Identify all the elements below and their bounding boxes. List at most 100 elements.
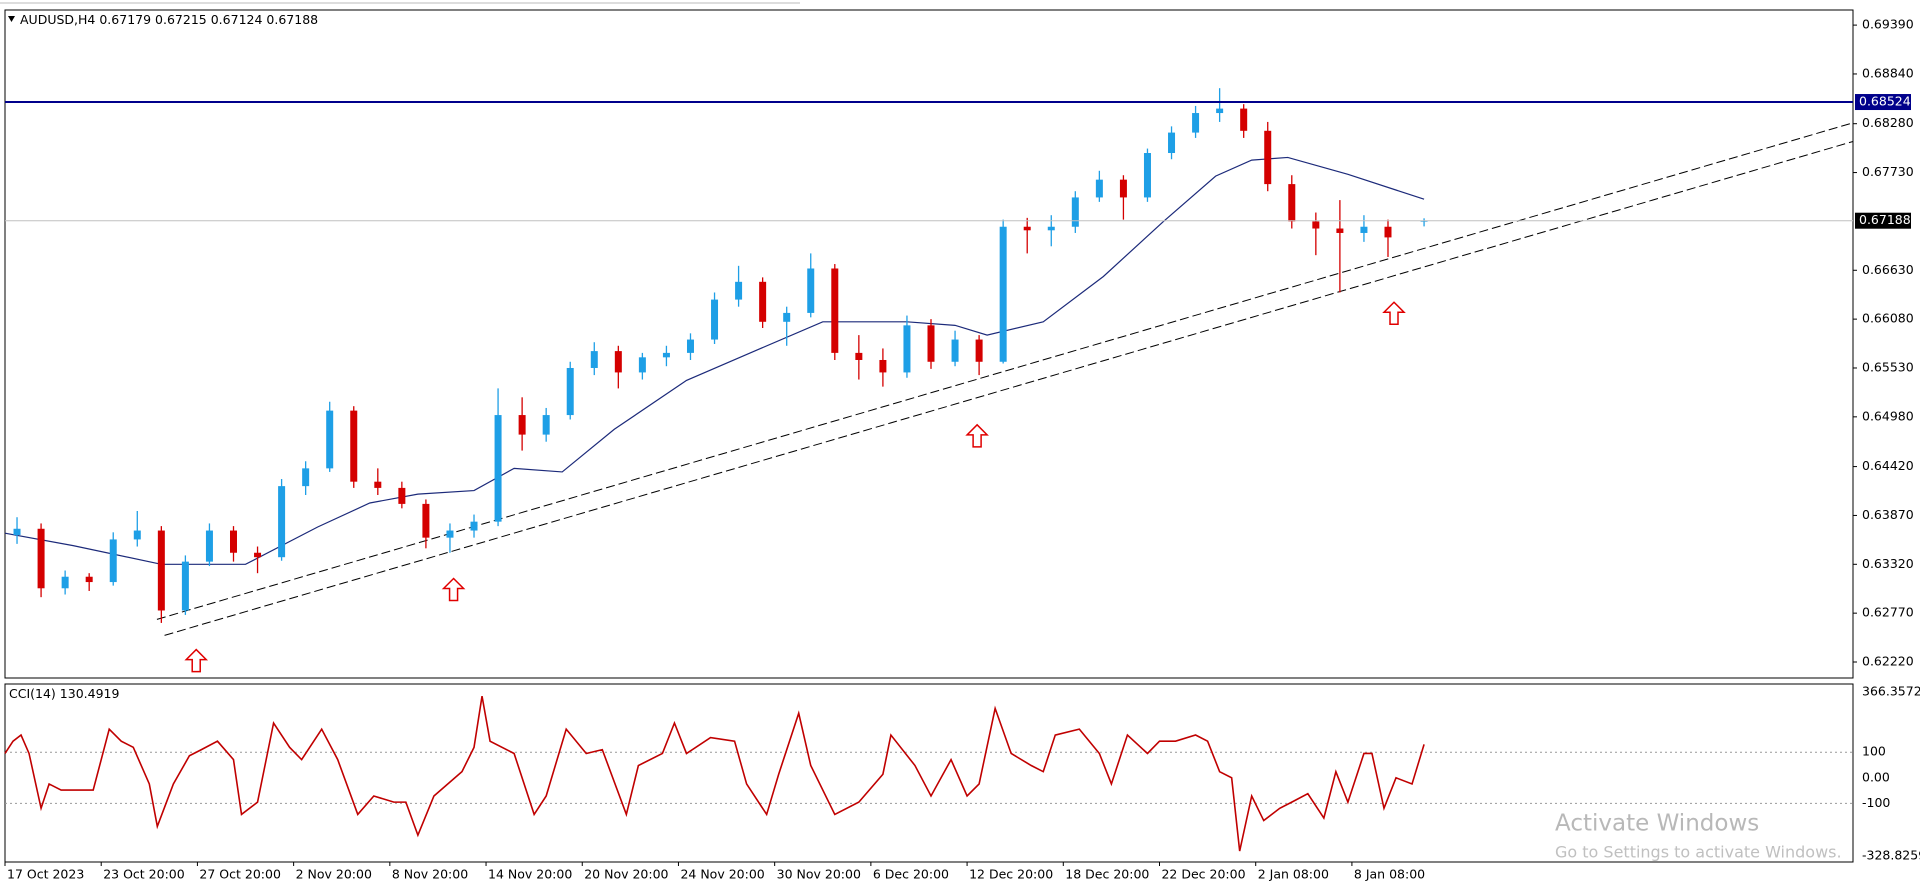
- candle-body: [542, 415, 550, 435]
- candle-body: [1312, 221, 1320, 229]
- close: 0.67188: [266, 12, 318, 27]
- candle-body: [1071, 197, 1079, 227]
- candle-body: [350, 410, 358, 482]
- indicator-line: [4, 695, 1425, 852]
- x-tick-label: 24 Nov 20:00: [680, 867, 764, 882]
- candle-body: [783, 312, 791, 322]
- candle-body: [181, 561, 189, 611]
- y-tick-label: 0.62220: [1862, 654, 1914, 669]
- candle-body: [446, 530, 454, 538]
- low: 0.67124: [211, 12, 263, 27]
- candle-body: [951, 339, 959, 362]
- candle-body: [374, 481, 382, 488]
- candle-body: [1095, 179, 1103, 198]
- y-tick-label: -328.8259: [1862, 848, 1920, 863]
- candle-body: [13, 528, 21, 535]
- candle-body: [1264, 130, 1272, 185]
- candle-body: [1143, 153, 1151, 198]
- x-tick-label: 18 Dec 20:00: [1065, 867, 1149, 882]
- candle-body: [1023, 226, 1031, 231]
- candle-body: [903, 325, 911, 373]
- candle-body: [975, 339, 983, 362]
- indicator-header: CCI(14) 130.4919: [9, 686, 119, 701]
- y-tick-label: 0.69390: [1862, 17, 1914, 32]
- x-tick-label: 14 Nov 20:00: [488, 867, 572, 882]
- support-arrow: [965, 423, 989, 448]
- price-level-box: [1855, 94, 1911, 111]
- candle-body: [205, 530, 213, 562]
- candle-body: [229, 530, 237, 553]
- x-tick-label: 8 Jan 08:00: [1354, 867, 1425, 882]
- candle-body: [999, 226, 1007, 362]
- candle-body: [759, 281, 767, 322]
- candle-body: [1336, 228, 1344, 233]
- current-price-box: [1855, 212, 1911, 229]
- y-tick-label: 0.63320: [1862, 556, 1914, 571]
- indicator-name: CCI(14): [9, 686, 56, 701]
- chart-header: AUDUSD,H4 0.67179 0.67215 0.67124 0.6718…: [20, 12, 318, 27]
- candle-body: [157, 530, 165, 611]
- y-tick-label: 0.65530: [1862, 359, 1914, 374]
- x-tick-label: 8 Nov 20:00: [392, 867, 468, 882]
- candle-body: [518, 415, 526, 435]
- y-tick-label: 100: [1862, 744, 1886, 759]
- price-level-label: 0.68524: [1859, 94, 1911, 109]
- support-arrow: [184, 648, 209, 673]
- candle-body: [254, 552, 262, 558]
- x-tick-label: 2 Jan 08:00: [1258, 867, 1329, 882]
- x-tick-label: 30 Nov 20:00: [777, 867, 861, 882]
- current-price-label: 0.67188: [1859, 212, 1911, 227]
- y-tick-label: 0.63870: [1862, 507, 1914, 522]
- support-arrow: [441, 577, 466, 602]
- y-tick-label: 0.00: [1862, 769, 1890, 784]
- candle-body: [855, 352, 863, 360]
- candle-body: [879, 359, 887, 373]
- y-tick-label: 0.64420: [1862, 458, 1914, 473]
- candle-body: [927, 325, 935, 362]
- candle-body: [807, 268, 815, 313]
- candle-body: [590, 351, 598, 368]
- candle-body: [711, 299, 719, 340]
- candle-body: [1192, 113, 1200, 133]
- y-tick-label: 0.66630: [1862, 262, 1914, 277]
- candle-body: [1216, 108, 1224, 114]
- indicator-frame: [4, 683, 1854, 863]
- candle-body: [278, 486, 286, 558]
- candle-body: [326, 410, 334, 469]
- main-plot-frame: [4, 9, 1854, 679]
- menu-triangle: [8, 16, 15, 22]
- y-tick-label: -100: [1862, 795, 1890, 810]
- candle-body: [398, 487, 406, 504]
- x-tick-label: 2 Nov 20:00: [296, 867, 372, 882]
- candle-body: [494, 415, 502, 522]
- candle-body: [1119, 179, 1127, 198]
- candle-body: [1384, 226, 1392, 238]
- candle-body: [638, 357, 646, 373]
- x-tick-label: 12 Dec 20:00: [969, 867, 1053, 882]
- indicator-value: 130.4919: [60, 686, 120, 701]
- trend-line: [156, 122, 1854, 620]
- y-tick-label: 0.68840: [1862, 65, 1914, 80]
- watermark-title: Activate Windows: [1555, 811, 1759, 837]
- y-tick-label: 0.64980: [1862, 408, 1914, 423]
- y-tick-label: 0.67730: [1862, 164, 1914, 179]
- candle-body: [85, 576, 93, 583]
- candle-body: [1288, 184, 1296, 222]
- candle-body: [61, 576, 69, 589]
- candle-body: [1360, 226, 1368, 233]
- candle-body: [686, 339, 694, 353]
- candle-body: [735, 281, 743, 300]
- x-tick-label: 23 Oct 20:00: [103, 867, 185, 882]
- candle-body: [1168, 132, 1176, 154]
- candle-body: [662, 352, 670, 358]
- candle-body: [109, 539, 117, 583]
- y-tick-label: 0.66080: [1862, 311, 1914, 326]
- x-tick-label: 6 Dec 20:00: [873, 867, 949, 882]
- candle-body: [422, 503, 430, 538]
- support-arrow: [1382, 301, 1406, 325]
- candle-body: [614, 351, 622, 373]
- symbol: AUDUSD,H4: [20, 12, 95, 27]
- y-tick-label: 0.62770: [1862, 605, 1914, 620]
- candle-body: [831, 268, 839, 353]
